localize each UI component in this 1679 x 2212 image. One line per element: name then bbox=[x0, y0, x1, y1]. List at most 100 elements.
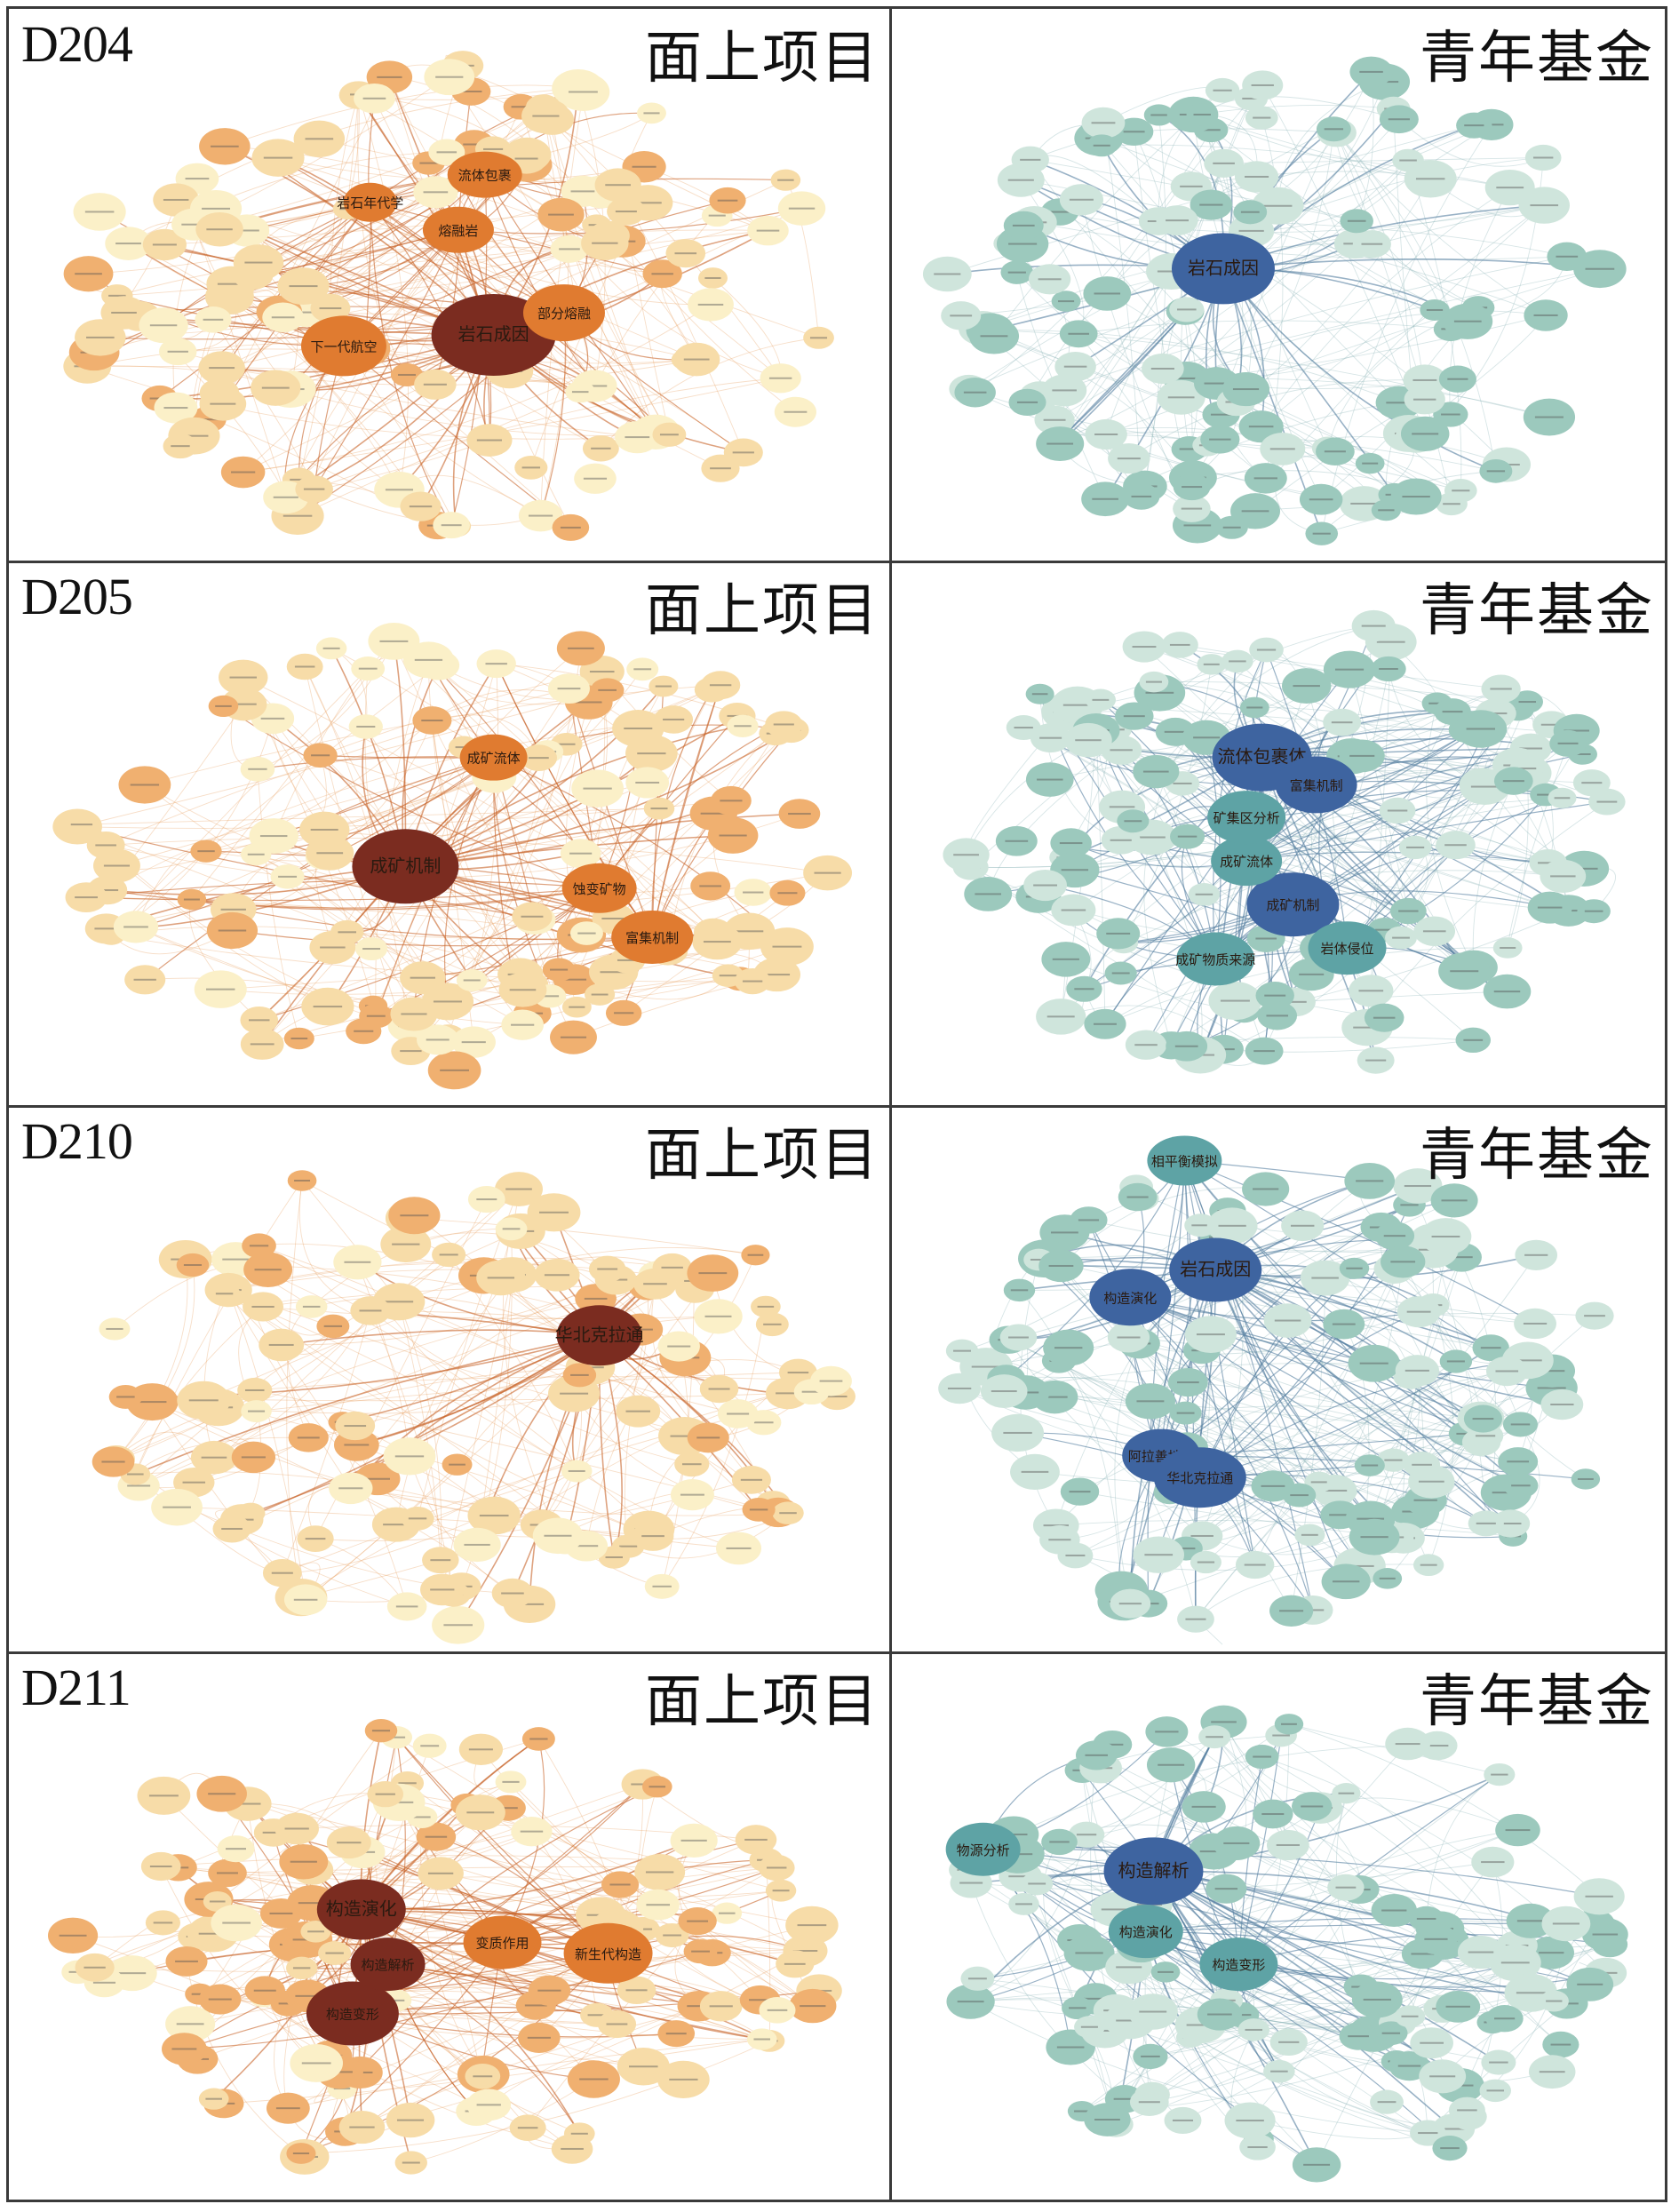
keyword-node bbox=[176, 1253, 210, 1277]
keyword-node bbox=[556, 72, 610, 112]
keyword-node bbox=[1432, 2135, 1468, 2161]
keyword-node bbox=[769, 879, 806, 906]
keyword-node bbox=[1008, 388, 1046, 417]
network-edge bbox=[1277, 81, 1385, 206]
keyword-node bbox=[100, 296, 147, 330]
keyword-node bbox=[1354, 1454, 1385, 1476]
keyword-node bbox=[1133, 1536, 1185, 1573]
keyword-node bbox=[316, 1314, 350, 1339]
keyword-node-label-mark bbox=[1213, 89, 1232, 92]
keyword-node bbox=[208, 1858, 247, 1888]
keyword-node bbox=[1244, 463, 1287, 494]
keyword-node-label-mark bbox=[375, 1793, 395, 1795]
keyword-node-label-mark bbox=[540, 995, 560, 998]
keyword-node bbox=[1541, 1906, 1591, 1942]
major-keyword-label: 岩石成因 bbox=[1188, 257, 1259, 278]
keyword-node bbox=[1063, 1934, 1115, 1971]
network-edge bbox=[116, 243, 605, 297]
keyword-node-label-mark bbox=[792, 1950, 818, 1953]
keyword-node bbox=[598, 1546, 630, 1569]
keyword-node-label-mark bbox=[1574, 753, 1591, 756]
keyword-node bbox=[1263, 1303, 1312, 1338]
keyword-node-label-mark bbox=[1080, 2025, 1098, 2028]
keyword-node-label-mark bbox=[1511, 1484, 1531, 1487]
keyword-node bbox=[350, 1296, 391, 1325]
keyword-node-label-mark bbox=[1490, 688, 1512, 690]
keyword-node-label-mark bbox=[325, 1952, 344, 1954]
keyword-node-label-mark bbox=[1540, 723, 1563, 726]
keyword-node-label-mark bbox=[1290, 1224, 1315, 1227]
keyword-node-label-mark bbox=[1123, 715, 1145, 718]
network-edge bbox=[1507, 773, 1529, 949]
keyword-node-label-mark bbox=[776, 1392, 800, 1395]
keyword-node-label-mark bbox=[768, 377, 792, 379]
keyword-node-label-mark bbox=[1397, 2065, 1421, 2067]
keyword-node-label-mark bbox=[1144, 1554, 1174, 1556]
keyword-node-label-mark bbox=[727, 1412, 750, 1415]
keyword-node bbox=[760, 363, 801, 394]
keyword-node-label-mark bbox=[1136, 1400, 1165, 1403]
network-edge bbox=[1199, 1359, 1528, 1478]
keyword-node-label-mark bbox=[1263, 204, 1293, 207]
keyword-node bbox=[467, 1496, 521, 1535]
keyword-node bbox=[1571, 1468, 1601, 1490]
keyword-node-label-mark bbox=[171, 2048, 197, 2050]
keyword-node-label-mark bbox=[569, 852, 593, 855]
keyword-node-label-mark bbox=[1155, 1731, 1179, 1733]
keyword-node-label-mark bbox=[704, 1315, 732, 1317]
network-edge bbox=[297, 386, 595, 517]
network-edge bbox=[256, 757, 494, 855]
keyword-node-label-mark bbox=[800, 2005, 826, 2008]
keyword-node bbox=[1146, 1747, 1196, 1783]
keyword-node-label-mark bbox=[1253, 1755, 1272, 1758]
keyword-node bbox=[1066, 975, 1102, 1002]
keyword-node bbox=[476, 649, 516, 679]
keyword-node bbox=[1125, 1383, 1176, 1420]
keyword-node bbox=[428, 139, 466, 166]
keyword-node-label-mark bbox=[753, 1421, 774, 1424]
keyword-node-label-mark bbox=[1301, 1805, 1324, 1808]
keyword-node-label-mark bbox=[344, 1425, 367, 1428]
network-edge bbox=[1105, 268, 1601, 435]
keyword-node-label-mark bbox=[1176, 1412, 1195, 1414]
keyword-node bbox=[220, 456, 266, 489]
keyword-node bbox=[678, 1907, 717, 1936]
keyword-node bbox=[699, 1374, 739, 1404]
keyword-node-label-mark bbox=[1428, 702, 1446, 704]
keyword-node-label-mark bbox=[269, 1912, 293, 1914]
network-edge bbox=[224, 1293, 587, 1547]
network-edge bbox=[443, 757, 495, 1002]
keyword-node bbox=[594, 168, 641, 203]
keyword-node bbox=[495, 1217, 528, 1241]
keyword-node-label-mark bbox=[797, 1924, 827, 1927]
network-edge bbox=[1129, 1296, 1361, 1567]
keyword-node bbox=[394, 2151, 427, 2175]
column-title-label: 青年基金 bbox=[1420, 26, 1654, 92]
keyword-node bbox=[1237, 2018, 1270, 2041]
keyword-node-label-mark bbox=[1253, 477, 1277, 480]
keyword-node bbox=[649, 675, 679, 697]
keyword-node-label-mark bbox=[292, 1967, 311, 1969]
keyword-node-label-mark bbox=[149, 324, 178, 327]
keyword-node bbox=[333, 1245, 382, 1280]
keyword-node-label-mark bbox=[570, 190, 595, 193]
keyword-node-label-mark bbox=[1406, 1310, 1431, 1313]
keyword-node-label-mark bbox=[1074, 2110, 1090, 2113]
keyword-node-label-mark bbox=[1201, 129, 1221, 131]
keyword-node bbox=[177, 1381, 231, 1420]
keyword-node-label-mark bbox=[1074, 988, 1094, 991]
keyword-node bbox=[683, 1939, 718, 1964]
keyword-node bbox=[113, 911, 159, 943]
network-edge bbox=[298, 1180, 371, 1311]
keyword-node-label-mark bbox=[1279, 1610, 1304, 1612]
keyword-node-label-mark bbox=[1550, 2043, 1572, 2046]
keyword-node-label-mark bbox=[430, 1588, 455, 1591]
keyword-node-label-mark bbox=[295, 311, 318, 314]
keyword-node bbox=[1000, 260, 1034, 284]
keyword-node bbox=[335, 1411, 376, 1441]
keyword-node bbox=[1054, 351, 1096, 382]
keyword-node bbox=[300, 1920, 331, 1943]
keyword-node bbox=[1373, 1568, 1403, 1589]
major-keyword-node bbox=[343, 182, 397, 222]
keyword-node bbox=[466, 2089, 512, 2121]
